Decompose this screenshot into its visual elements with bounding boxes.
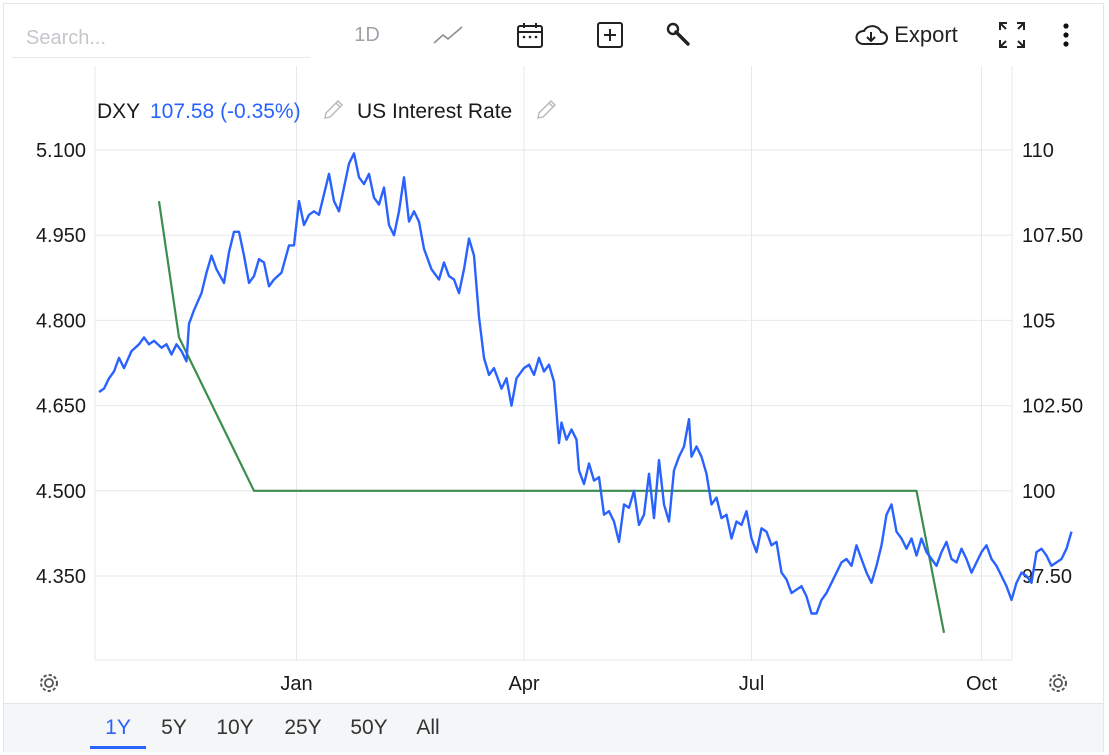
legend: DXY 107.58 (-0.35%) US Interest Rate	[97, 100, 556, 123]
calendar-icon[interactable]	[510, 18, 550, 52]
dxy-line	[98, 152, 1073, 615]
cloud-download-icon	[854, 23, 889, 47]
range-button-10y[interactable]: 10Y	[216, 716, 254, 739]
chart-area[interactable]: 5.100 110 4.950 107.50 4.800 105 4.650 102.50 4.…	[0, 66, 1109, 702]
left-axis-settings-icon[interactable]	[40, 674, 58, 692]
range-button-5y[interactable]: 5Y	[161, 716, 187, 739]
series	[98, 152, 1073, 634]
right-tick-label: 105	[1022, 310, 1055, 332]
right-axis-settings-icon[interactable]	[1049, 674, 1067, 692]
range-button-all[interactable]: All	[416, 716, 440, 739]
range-selector: 1Y 5Y 10Y 25Y 50Y All	[4, 703, 1103, 752]
wrench-icon[interactable]	[658, 18, 698, 52]
right-tick-label: 110	[1022, 140, 1054, 162]
range-button-50y[interactable]: 50Y	[350, 716, 388, 739]
legend-series2: US Interest Rate	[357, 100, 512, 123]
range-button-25y[interactable]: 25Y	[284, 716, 322, 739]
right-tick-label: 107.50	[1022, 225, 1083, 247]
legend-value: 107.58 (-0.35%)	[150, 100, 301, 123]
legend-symbol: DXY	[97, 100, 140, 123]
interval-button[interactable]: 1D	[354, 23, 380, 46]
interest-rate-line	[157, 200, 946, 634]
left-tick-label: 5.100	[36, 140, 86, 162]
x-tick-label: Jul	[739, 673, 765, 695]
right-tick-label: 97.50	[1022, 566, 1072, 588]
axis-ticks: 5.100 110 4.950 107.50 4.800 105 4.650 102.50 4.…	[36, 140, 1083, 695]
left-tick-label: 4.500	[36, 481, 86, 503]
export-label: Export	[894, 22, 958, 47]
search-input[interactable]	[12, 20, 310, 58]
left-tick-label: 4.950	[36, 225, 86, 247]
more-vertical-icon[interactable]	[1052, 18, 1080, 52]
edit-icon[interactable]	[324, 100, 343, 119]
edit-icon[interactable]	[537, 100, 556, 119]
right-tick-label: 100	[1022, 481, 1055, 503]
export-button[interactable]: Export	[850, 18, 962, 52]
chart-svg: 5.100 110 4.950 107.50 4.800 105 4.650 102.50 4.…	[36, 66, 1083, 695]
range-button-1y[interactable]: 1Y	[90, 716, 146, 749]
x-tick-label: Jan	[280, 673, 312, 695]
toolbar: 1D Export	[0, 0, 1109, 66]
add-icon[interactable]	[590, 18, 630, 52]
left-tick-label: 4.800	[36, 310, 86, 332]
line-chart-icon[interactable]	[428, 18, 468, 52]
left-tick-label: 4.650	[36, 396, 86, 418]
x-tick-label: Oct	[966, 673, 998, 695]
fullscreen-icon[interactable]	[992, 18, 1032, 52]
left-tick-label: 4.350	[36, 566, 86, 588]
right-tick-label: 102.50	[1022, 396, 1083, 418]
x-tick-label: Apr	[508, 673, 539, 695]
